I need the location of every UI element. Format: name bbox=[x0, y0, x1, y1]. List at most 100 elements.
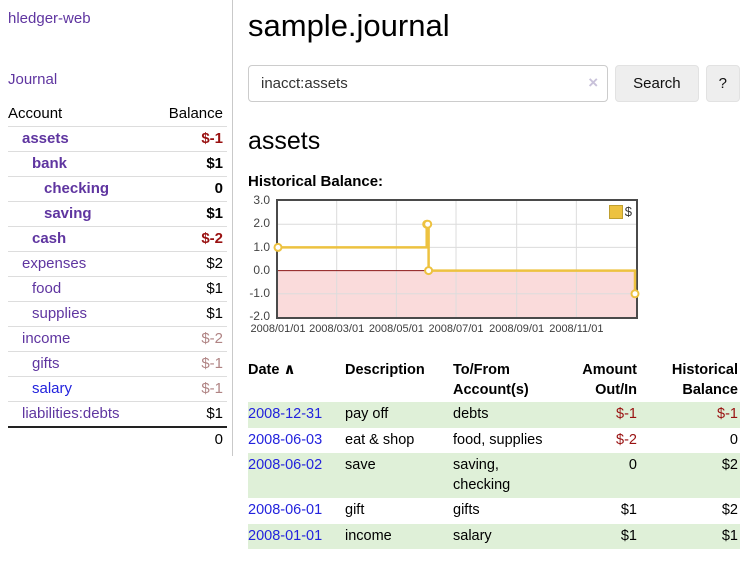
column-header-balance: Historical Balance bbox=[671, 362, 738, 399]
account-balance: $1 bbox=[206, 205, 223, 222]
account-balance: $-1 bbox=[201, 380, 223, 397]
app-title-link[interactable]: hledger-web bbox=[8, 10, 91, 27]
register-cell-description: gift bbox=[345, 502, 365, 519]
help-button[interactable]: ? bbox=[705, 64, 740, 102]
search-input-wrap: × bbox=[248, 64, 609, 102]
register-row: 2008-01-01 income salary $1 $1 bbox=[248, 523, 740, 550]
account-row: saving $1 bbox=[8, 201, 227, 227]
register-cell-amount: 0 bbox=[628, 457, 637, 474]
account-link[interactable]: food bbox=[32, 280, 62, 297]
search-form: × Search ? bbox=[248, 64, 740, 102]
legend-swatch-icon bbox=[608, 204, 623, 219]
accounts-table: Account Balance assets $-1 bank $1 checking 0… bbox=[8, 102, 227, 452]
column-header-date[interactable]: Date ∧ bbox=[248, 358, 345, 402]
transaction-date-link[interactable]: 2008-06-02 bbox=[248, 457, 323, 474]
y-axis-tick-label: 0.0 bbox=[253, 262, 270, 277]
register-cell-balance: 0 bbox=[729, 431, 738, 448]
chart-title: Historical Balance: bbox=[248, 173, 384, 191]
chart-legend: $ bbox=[608, 204, 632, 219]
x-axis-tick-label: 2008/09/01 bbox=[489, 323, 545, 336]
account-row: supplies $1 bbox=[8, 301, 227, 327]
page-title: sample.journal bbox=[248, 8, 450, 43]
register-cell-amount: $1 bbox=[620, 502, 637, 519]
account-balance: $-2 bbox=[201, 230, 223, 247]
account-cell: salary bbox=[8, 377, 152, 402]
sort-asc-icon: ∧ bbox=[283, 361, 296, 379]
x-axis-tick-label: 2008/05/01 bbox=[368, 323, 424, 336]
account-link[interactable]: expenses bbox=[22, 255, 87, 272]
x-axis-tick-label: 2008/01/01 bbox=[250, 323, 306, 336]
register-cell-balance: $-1 bbox=[717, 406, 738, 423]
account-link[interactable]: liabilities:debts bbox=[22, 405, 120, 422]
y-axis-tick-label: -1.0 bbox=[249, 285, 270, 300]
account-cell: cash bbox=[8, 227, 152, 252]
account-row: bank $1 bbox=[8, 151, 227, 177]
y-axis-tick-label: 3.0 bbox=[253, 193, 270, 208]
column-header-date-label: Date bbox=[248, 362, 280, 379]
y-axis-tick-label: 2.0 bbox=[253, 216, 270, 231]
account-row: food $1 bbox=[8, 276, 227, 302]
account-cell: income bbox=[8, 327, 152, 352]
sidebar: hledger-web Journal Account Balance asse… bbox=[0, 0, 233, 456]
account-link[interactable]: income bbox=[22, 330, 71, 347]
accounts-total-value: 0 bbox=[151, 426, 227, 452]
transaction-date-link[interactable]: 2008-06-01 bbox=[248, 502, 323, 519]
register-cell-accounts: gifts bbox=[453, 502, 480, 519]
account-row: assets $-1 bbox=[8, 126, 227, 152]
account-link[interactable]: assets bbox=[22, 130, 69, 147]
register-cell-date: 2008-06-01 bbox=[248, 498, 345, 524]
accounts-table-body: assets $-1 bank $1 checking 0 saving $1 cash $-2 e… bbox=[8, 126, 227, 428]
transaction-date-link[interactable]: 2008-01-01 bbox=[248, 527, 323, 544]
register-cell-accounts: salary bbox=[453, 527, 492, 544]
register-row: 2008-06-03 eat & shop food, supplies $-2 0 bbox=[248, 428, 740, 454]
sidebar-item-journal[interactable]: Journal bbox=[8, 71, 58, 88]
account-link[interactable]: cash bbox=[32, 230, 67, 247]
account-row: salary $-1 bbox=[8, 376, 227, 402]
main-content: sample.journal × Search ? assets Histori… bbox=[248, 0, 740, 550]
search-input[interactable] bbox=[248, 64, 609, 102]
register-cell-balance: $2 bbox=[721, 502, 738, 519]
column-header-amount: Amount Out/In bbox=[582, 362, 637, 399]
account-balance: $1 bbox=[206, 280, 223, 297]
accounts-total-row: 0 bbox=[8, 426, 227, 452]
account-row: checking 0 bbox=[8, 176, 227, 202]
account-row: gifts $-1 bbox=[8, 351, 227, 377]
account-link[interactable]: salary bbox=[32, 380, 73, 397]
accounts-header-account: Account bbox=[8, 105, 63, 122]
transaction-date-link[interactable]: 2008-06-03 bbox=[248, 431, 323, 448]
account-link[interactable]: checking bbox=[44, 180, 110, 197]
account-row: cash $-2 bbox=[8, 226, 227, 252]
x-axis-tick-label: 2008/11/01 bbox=[549, 323, 604, 336]
account-balance: $2 bbox=[206, 255, 223, 272]
account-cell: saving bbox=[8, 202, 152, 227]
account-row: income $-2 bbox=[8, 326, 227, 352]
account-link[interactable]: saving bbox=[44, 205, 92, 222]
account-link[interactable]: bank bbox=[32, 155, 68, 172]
register-cell-date: 2008-06-03 bbox=[248, 428, 345, 454]
register-cell-accounts: saving, checking bbox=[453, 457, 511, 493]
account-cell: assets bbox=[8, 127, 152, 152]
account-link[interactable]: gifts bbox=[32, 355, 60, 372]
register-cell-date: 2008-12-31 bbox=[248, 402, 345, 428]
account-cell: food bbox=[8, 277, 152, 302]
account-row: liabilities:debts $1 bbox=[8, 401, 227, 428]
balance-chart: $3.0 2.0 1.0 0.0 -1.0 -2.0 2008/01/01 2008/03/0… bbox=[242, 193, 642, 338]
y-axis-tick-label: -2.0 bbox=[249, 309, 270, 324]
register-row: 2008-06-01 gift gifts $1 $2 bbox=[248, 498, 740, 524]
accounts-total-spacer bbox=[8, 426, 152, 452]
register-cell-date: 2008-01-01 bbox=[248, 524, 345, 550]
search-button[interactable]: Search bbox=[615, 64, 699, 102]
account-link[interactable]: supplies bbox=[32, 305, 88, 322]
clear-search-icon[interactable]: × bbox=[588, 72, 599, 92]
register-cell-accounts: food, supplies bbox=[453, 431, 543, 448]
account-balance: $1 bbox=[206, 305, 223, 322]
register-cell-amount: $-2 bbox=[616, 431, 637, 448]
register-header-row: Date ∧ Description To/From Account(s) Am… bbox=[248, 358, 740, 402]
register-cell-description: income bbox=[345, 527, 392, 544]
account-row: expenses $2 bbox=[8, 251, 227, 277]
account-heading: assets bbox=[248, 126, 321, 155]
account-balance: $1 bbox=[206, 405, 223, 422]
transaction-date-link[interactable]: 2008-12-31 bbox=[248, 406, 323, 423]
account-balance: $-1 bbox=[201, 355, 223, 372]
x-axis-tick-label: 2008/07/01 bbox=[428, 323, 484, 336]
